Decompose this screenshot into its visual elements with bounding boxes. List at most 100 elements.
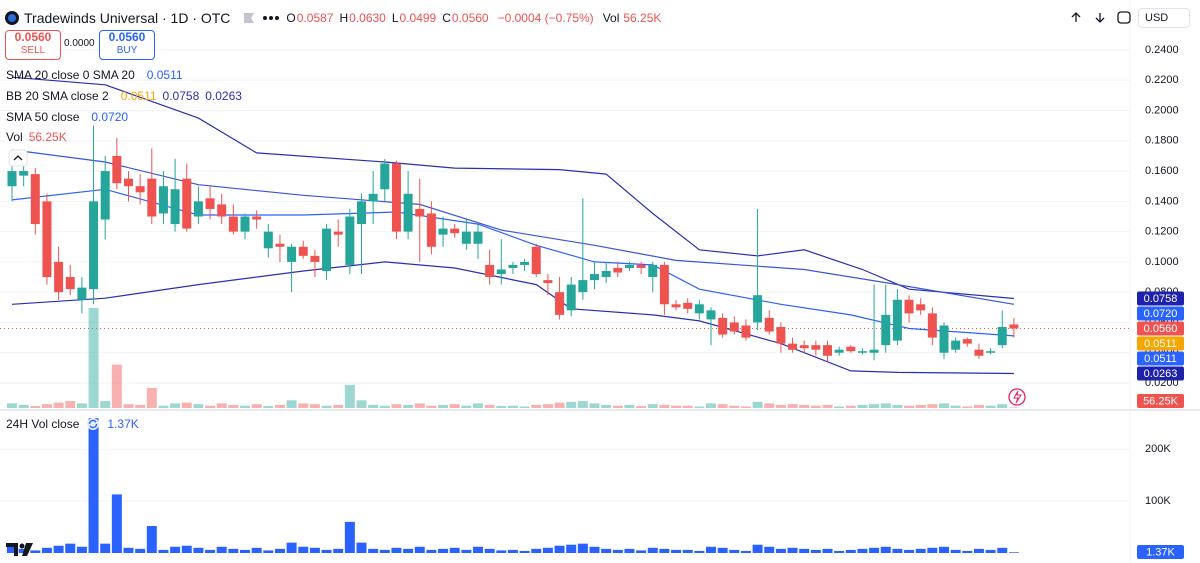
bar bbox=[309, 547, 320, 553]
candle-body bbox=[357, 201, 366, 225]
candle-body bbox=[100, 171, 110, 220]
legends: SMA 20 close 0 SMA 20 0.0511 BB 20 SMA clo… bbox=[6, 65, 242, 148]
candle-body bbox=[706, 310, 716, 320]
ohlc-value: 0.0630 bbox=[349, 11, 386, 25]
bar bbox=[775, 548, 786, 553]
volume-bar bbox=[985, 405, 996, 408]
volume-bar bbox=[706, 403, 716, 408]
bar bbox=[438, 548, 449, 553]
bar bbox=[810, 549, 821, 553]
volume-bar bbox=[880, 403, 891, 408]
volume-badge bbox=[1137, 545, 1184, 559]
candle-body bbox=[939, 325, 949, 353]
bar bbox=[274, 548, 285, 553]
vol-key: Vol bbox=[602, 11, 620, 25]
legend-value: 0.0758 bbox=[162, 89, 200, 104]
volume-bar bbox=[65, 401, 76, 408]
bar bbox=[706, 546, 716, 553]
candle-body bbox=[881, 314, 891, 346]
volume-bar bbox=[810, 405, 821, 408]
bar bbox=[240, 549, 250, 553]
volume-bar bbox=[7, 403, 17, 408]
indicator-line bbox=[11, 149, 1015, 305]
volume-legend-title: 24H Vol close bbox=[6, 417, 80, 431]
sell-label: SELL bbox=[20, 45, 46, 56]
volume-bar bbox=[647, 404, 658, 408]
volume-bar bbox=[193, 404, 204, 408]
y-tick-label: 0.1200 bbox=[1145, 226, 1179, 238]
volume-bar bbox=[577, 401, 588, 408]
volume-bar bbox=[30, 406, 41, 408]
bar bbox=[414, 546, 425, 553]
bar bbox=[368, 548, 379, 553]
volume-bar bbox=[146, 388, 157, 408]
bar bbox=[251, 547, 262, 553]
volume-bar bbox=[216, 403, 227, 408]
bar bbox=[484, 548, 495, 553]
bar bbox=[939, 546, 949, 553]
candle-body bbox=[916, 304, 926, 311]
price-badge bbox=[1137, 336, 1184, 351]
volume-bar bbox=[414, 403, 425, 408]
flag-icon[interactable] bbox=[242, 11, 256, 25]
y-tick-label: 100K bbox=[1145, 495, 1171, 507]
bar bbox=[659, 548, 670, 553]
candle-body bbox=[613, 267, 623, 273]
fullscreen-icon[interactable] bbox=[1117, 11, 1131, 24]
candle-body bbox=[904, 299, 914, 314]
volume-bar bbox=[997, 404, 1008, 408]
currency-selector[interactable]: USD bbox=[1138, 8, 1190, 28]
scroll-up-icon[interactable] bbox=[1071, 12, 1081, 22]
buy-button[interactable]: 0.0560 BUY bbox=[99, 30, 155, 60]
volume-pane: 100K 200K 1.37K bbox=[0, 418, 1184, 559]
volume-bar bbox=[857, 404, 868, 408]
bar bbox=[729, 549, 740, 553]
candle-body bbox=[42, 201, 52, 278]
lightning-icon[interactable] bbox=[1008, 388, 1026, 406]
candle-body bbox=[473, 231, 483, 244]
candle-body bbox=[461, 231, 471, 244]
settings-icon[interactable] bbox=[85, 416, 101, 432]
candle-body bbox=[788, 343, 798, 350]
volume-bar bbox=[88, 308, 99, 408]
bar bbox=[985, 549, 996, 553]
volume-bar bbox=[473, 403, 483, 408]
candle-body bbox=[927, 313, 937, 338]
candle-body bbox=[263, 231, 273, 249]
volume-bar bbox=[566, 401, 577, 408]
symbol-title[interactable]: Tradewinds Universal · 1D · OTC bbox=[24, 10, 231, 26]
bar bbox=[577, 543, 588, 553]
bar bbox=[764, 546, 775, 553]
bar bbox=[845, 549, 856, 553]
more-icon[interactable] bbox=[260, 11, 282, 25]
candle-body bbox=[345, 216, 355, 265]
currency: USD bbox=[1145, 12, 1169, 24]
scroll-down-icon[interactable] bbox=[1095, 13, 1105, 23]
top-right-icons bbox=[1071, 11, 1131, 24]
legend-text: BB 20 SMA close 2 bbox=[6, 89, 109, 104]
candle-body bbox=[217, 204, 227, 217]
candle-body bbox=[869, 349, 879, 353]
candle-body bbox=[438, 228, 448, 235]
collapse-button[interactable] bbox=[8, 149, 28, 167]
legend-text: SMA 20 close 0 SMA 20 bbox=[6, 68, 135, 83]
bar bbox=[962, 550, 973, 553]
bar bbox=[228, 548, 239, 553]
volume-badge-label: 56.25K bbox=[1143, 395, 1179, 407]
volume-legend: 24H Vol close 1.37K bbox=[6, 416, 139, 432]
volume-badge bbox=[1137, 394, 1184, 408]
candle-body bbox=[543, 280, 553, 284]
bar bbox=[333, 548, 344, 553]
legend-value: 0.0263 bbox=[205, 89, 242, 104]
bar bbox=[950, 549, 961, 553]
candles bbox=[7, 125, 1019, 362]
bar bbox=[111, 494, 122, 553]
volume-bar bbox=[740, 406, 751, 408]
candle-body bbox=[834, 349, 844, 353]
legend-row: SMA 50 close 0.0720 bbox=[6, 106, 242, 127]
y-tick-label: 0.2000 bbox=[1145, 104, 1179, 116]
legend-row: Vol 56.25K bbox=[6, 127, 242, 148]
legend-value: 0.0511 bbox=[146, 68, 183, 83]
sell-button[interactable]: 0.0560 SELL bbox=[5, 30, 61, 60]
candle-body bbox=[368, 193, 378, 202]
